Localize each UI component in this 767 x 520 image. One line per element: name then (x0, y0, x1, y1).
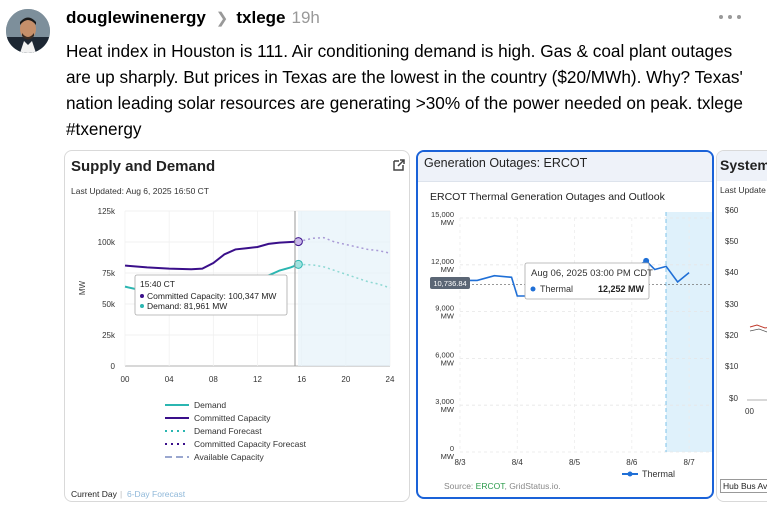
card-title: System (720, 157, 767, 173)
y-tick-label: 125k (98, 207, 116, 216)
thermal-dot (530, 286, 536, 292)
tooltip-demand: Demand: 81,961 MW (147, 301, 227, 311)
avatar[interactable] (6, 9, 50, 53)
y-tick-label: 3,000 (435, 397, 454, 406)
x-tick-label: 12 (253, 375, 262, 384)
topic-link[interactable]: txlege (236, 8, 286, 27)
thermal-hover-point (643, 257, 650, 264)
username-link[interactable]: douglewinenergy (66, 8, 206, 27)
y-tick-label: 25k (102, 331, 116, 340)
last-updated: Last Update (720, 185, 766, 195)
y-tick-unit: MW (441, 358, 455, 367)
chart-subtitle: ERCOT Thermal Generation Outages and Out… (430, 191, 665, 203)
y-tick-unit: MW (441, 218, 455, 227)
footer-separator: | (120, 489, 123, 499)
y-tick-label: 6,000 (435, 350, 454, 359)
y-tick-label: 0 (111, 362, 116, 371)
more-options-icon[interactable] (719, 8, 741, 26)
card-title: Generation Outages: ERCOT (424, 156, 588, 170)
y-tick: $10 (725, 362, 739, 371)
legend-demand-forecast: Demand Forecast (194, 426, 262, 436)
y-tick: $60 (725, 206, 739, 215)
value-marker-text: 10,736.84 (433, 279, 466, 288)
card-header (418, 152, 712, 182)
demand-hover-point (293, 259, 303, 269)
x-tick-label: 8/7 (684, 458, 696, 467)
y-tick-unit: MW (441, 312, 455, 321)
legend-committed: Committed Capacity (194, 413, 271, 423)
y-tick: $30 (725, 300, 739, 309)
post-text: Heat index in Houston is 111. Air condit… (66, 41, 743, 139)
x-tick-label: 16 (297, 375, 306, 384)
y-tick: $0 (729, 394, 738, 403)
legend-available: Available Capacity (194, 452, 265, 462)
x-tick: 00 (745, 407, 754, 416)
y-tick: $20 (725, 331, 739, 340)
y-tick: $50 (725, 237, 739, 246)
supply-demand-chart: 0 25k 50k 75k 100k 125k 00 04 08 12 16 20 24 MW 15:… (78, 207, 395, 462)
tooltip-committed: Committed Capacity: 100,347 MW (147, 291, 276, 301)
chart-title: Supply and Demand (71, 158, 216, 175)
committed-dot (140, 294, 144, 298)
y-tick: $40 (725, 268, 739, 277)
legend-demand: Demand (194, 400, 226, 410)
tooltip-box (524, 262, 650, 300)
y-tick-label: 12,000 (431, 257, 454, 266)
series-toggle[interactable]: Hub Bus Av (720, 479, 767, 493)
x-tick-label: 08 (209, 375, 218, 384)
external-link-icon[interactable] (392, 158, 406, 172)
y-tick-label: 0 (450, 444, 454, 453)
post-header: douglewinenergy ❯ txlege 19h (66, 7, 320, 29)
system-prices-image[interactable]: System Last Update $60 $50 $40 $30 $20 $… (716, 150, 767, 502)
x-tick-label: 00 (121, 375, 130, 384)
tab-6-day-forecast[interactable]: 6-Day Forecast (127, 489, 186, 499)
x-tick-label: 8/4 (512, 458, 524, 467)
y-tick-label: 9,000 (435, 304, 454, 313)
card-header (717, 151, 767, 181)
x-tick-label: 04 (165, 375, 174, 384)
x-tick-label: 8/6 (626, 458, 638, 467)
committed-hover-point (293, 237, 303, 247)
post-timestamp: 19h (291, 8, 320, 27)
tooltip-time: Aug 06, 2025 03:00 PM CDT (531, 268, 653, 279)
source-line: Source: ERCOT, GridStatus.io. (444, 481, 561, 491)
series-committed-capacity (124, 240, 299, 271)
value-marker (430, 277, 470, 289)
tooltip-time: 15:40 CT (140, 279, 175, 289)
x-tick-label: 8/3 (454, 458, 466, 467)
x-tick-label: 24 (386, 375, 395, 384)
y-tick-label: 50k (102, 300, 116, 309)
prices-chart: $60 $50 $40 $30 $20 $10 $0 00 (725, 206, 767, 416)
y-tick-label: 100k (98, 238, 116, 247)
y-axis-label: MW (78, 280, 87, 295)
chevron-right-icon: ❯ (215, 10, 229, 27)
tab-current-day[interactable]: Current Day (71, 489, 117, 499)
y-tick-unit: MW (441, 265, 455, 274)
tooltip-series: Thermal (540, 284, 573, 294)
y-tick-label: 75k (102, 269, 116, 278)
demand-dot (140, 304, 144, 308)
tooltip-value: 12,252 MW (598, 284, 645, 294)
y-tick-unit: MW (441, 405, 455, 414)
generation-outages-image[interactable]: Generation Outages: ERCOT ERCOT Thermal … (416, 150, 714, 499)
y-tick-unit: MW (441, 452, 455, 461)
legend-thermal: Thermal (642, 469, 675, 479)
last-updated: Last Updated: Aug 6, 2025 16:50 CT (71, 186, 209, 196)
outages-chart: 0MW3,000MW6,000MW9,000MW12,000MW15,000MW… (430, 210, 712, 491)
supply-demand-image[interactable]: Supply and Demand Last Updated: Aug 6, 2… (64, 150, 410, 502)
x-tick-label: 20 (341, 375, 350, 384)
forecast-band (298, 211, 390, 366)
legend-committed-forecast: Committed Capacity Forecast (194, 439, 307, 449)
tooltip-box (134, 274, 288, 316)
source-ercot-link: ERCOT (476, 481, 506, 491)
y-tick-label: 15,000 (431, 210, 454, 219)
x-tick-label: 8/5 (569, 458, 581, 467)
